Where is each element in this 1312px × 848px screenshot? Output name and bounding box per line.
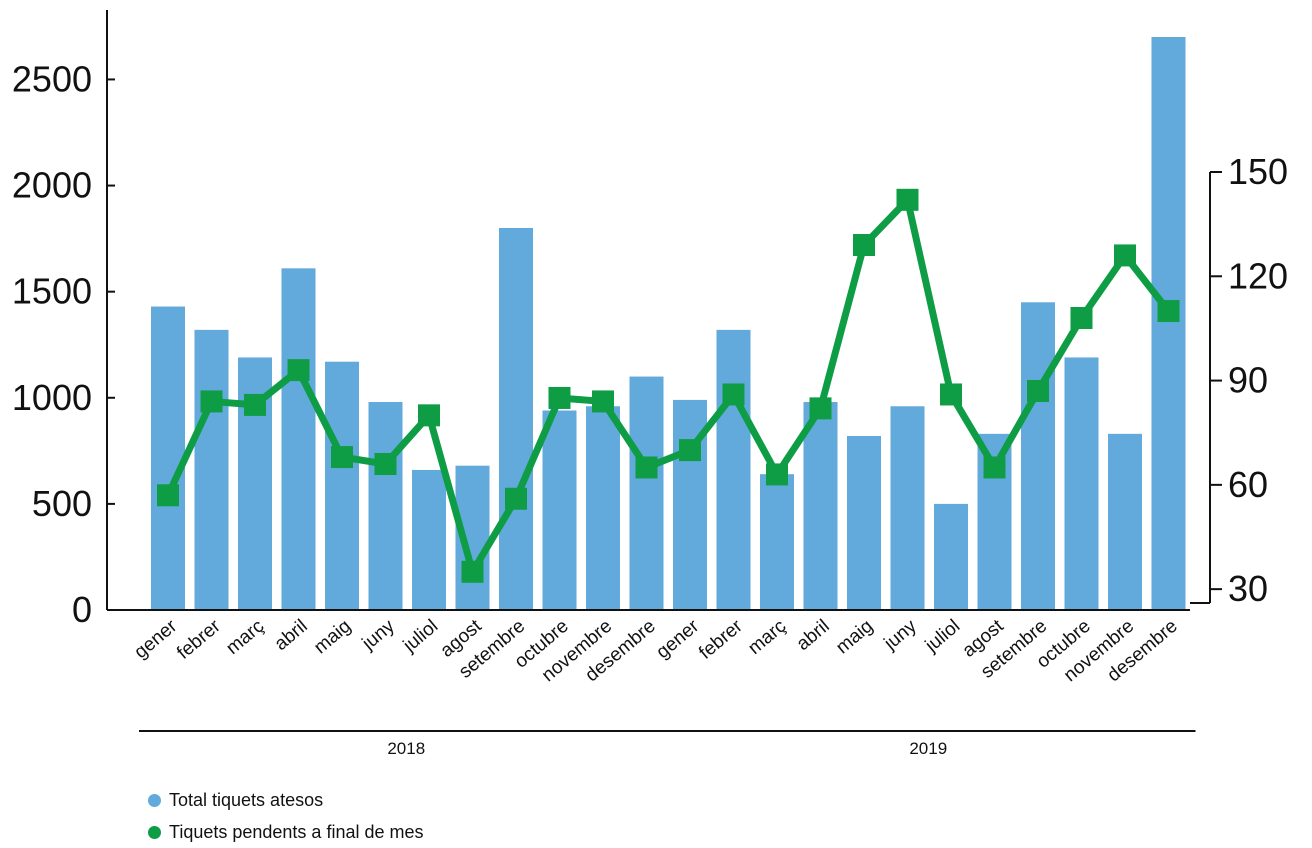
left-tick-label: 1000: [12, 377, 92, 418]
line-marker: [853, 234, 875, 256]
line-marker: [896, 188, 919, 211]
bar: [151, 306, 185, 610]
year-label: 2018: [387, 739, 425, 758]
right-axis: 30 60 90 120 150: [1190, 151, 1288, 609]
bar: [281, 268, 316, 610]
line-marker: [940, 383, 962, 406]
category-label: juny: [358, 615, 399, 654]
right-tick-label: 60: [1228, 464, 1268, 505]
category-label: juny: [880, 615, 921, 654]
legend-label-bars: Total tiquets atesos: [169, 790, 324, 810]
line-marker: [1070, 307, 1093, 329]
line-marker: [592, 390, 614, 413]
line-marker: [722, 383, 745, 406]
line-marker: [1157, 300, 1180, 323]
category-label: febrer: [173, 615, 225, 663]
bar: [716, 329, 751, 610]
category-label: abril: [793, 616, 834, 655]
category-label: març: [222, 616, 268, 659]
bar: [890, 406, 925, 610]
category-label: maig: [310, 616, 355, 659]
line-marker: [679, 439, 701, 462]
year-groups: 2018 2019: [139, 730, 1196, 758]
bar: [325, 361, 359, 610]
right-tick-label: 120: [1228, 255, 1288, 296]
legend-item-bars: Total tiquets atesos: [148, 790, 323, 811]
left-tick-label: 1500: [12, 271, 92, 312]
bar: [1021, 302, 1055, 610]
category-label: juliol: [399, 616, 442, 657]
bars-layer: [151, 37, 1186, 610]
category-label: març: [744, 616, 790, 659]
line-marker: [548, 386, 571, 409]
bar: [499, 228, 533, 610]
line-marker: [418, 404, 440, 427]
bar: [1108, 433, 1142, 610]
bar: [803, 402, 838, 610]
line-marker: [200, 390, 223, 413]
legend-label-line: Tiquets pendents a final de mes: [169, 822, 424, 842]
line-marker: [331, 446, 353, 469]
category-label: juliol: [921, 616, 964, 657]
line-marker: [505, 487, 527, 510]
bar: [1151, 37, 1186, 610]
year-label: 2019: [909, 739, 947, 758]
bar: [542, 410, 577, 610]
legend-item-line: Tiquets pendents a final de mes: [148, 822, 424, 843]
line-marker: [635, 456, 658, 479]
bar: [760, 474, 794, 610]
category-label: gener: [652, 615, 703, 663]
line-marker: [461, 560, 484, 583]
bar: [629, 376, 664, 610]
category-label: maig: [832, 616, 877, 659]
bar: [586, 406, 620, 610]
line-series: [164, 196, 1172, 576]
right-tick-label: 30: [1228, 568, 1268, 609]
line-marker: [809, 397, 832, 420]
bar: [412, 469, 446, 610]
bar: [194, 329, 229, 610]
legend-swatch-line: [148, 826, 161, 839]
line-layer: [157, 188, 1180, 583]
line-marker: [287, 359, 310, 382]
bar: [368, 402, 403, 610]
category-label: abril: [271, 616, 312, 655]
right-tick-label: 90: [1228, 360, 1268, 401]
left-axis: 0 500 1000 1500 2000 2500: [12, 10, 1190, 630]
left-tick-label: 500: [32, 483, 92, 524]
line-marker: [244, 393, 266, 416]
bar: [934, 503, 968, 610]
category-label: febrer: [695, 615, 747, 663]
line-marker: [1114, 244, 1136, 267]
line-marker: [1027, 380, 1049, 402]
legend-swatch-bars: [148, 794, 161, 807]
bar: [847, 435, 881, 610]
line-marker: [983, 456, 1006, 479]
right-tick-label: 150: [1228, 151, 1288, 192]
left-tick-label: 2000: [12, 165, 92, 206]
line-marker: [374, 453, 397, 475]
line-marker: [157, 484, 179, 507]
left-tick-label: 0: [72, 589, 92, 630]
line-marker: [766, 463, 788, 486]
bar: [1064, 357, 1099, 610]
category-label: gener: [130, 615, 181, 663]
left-tick-label: 2500: [12, 58, 92, 99]
